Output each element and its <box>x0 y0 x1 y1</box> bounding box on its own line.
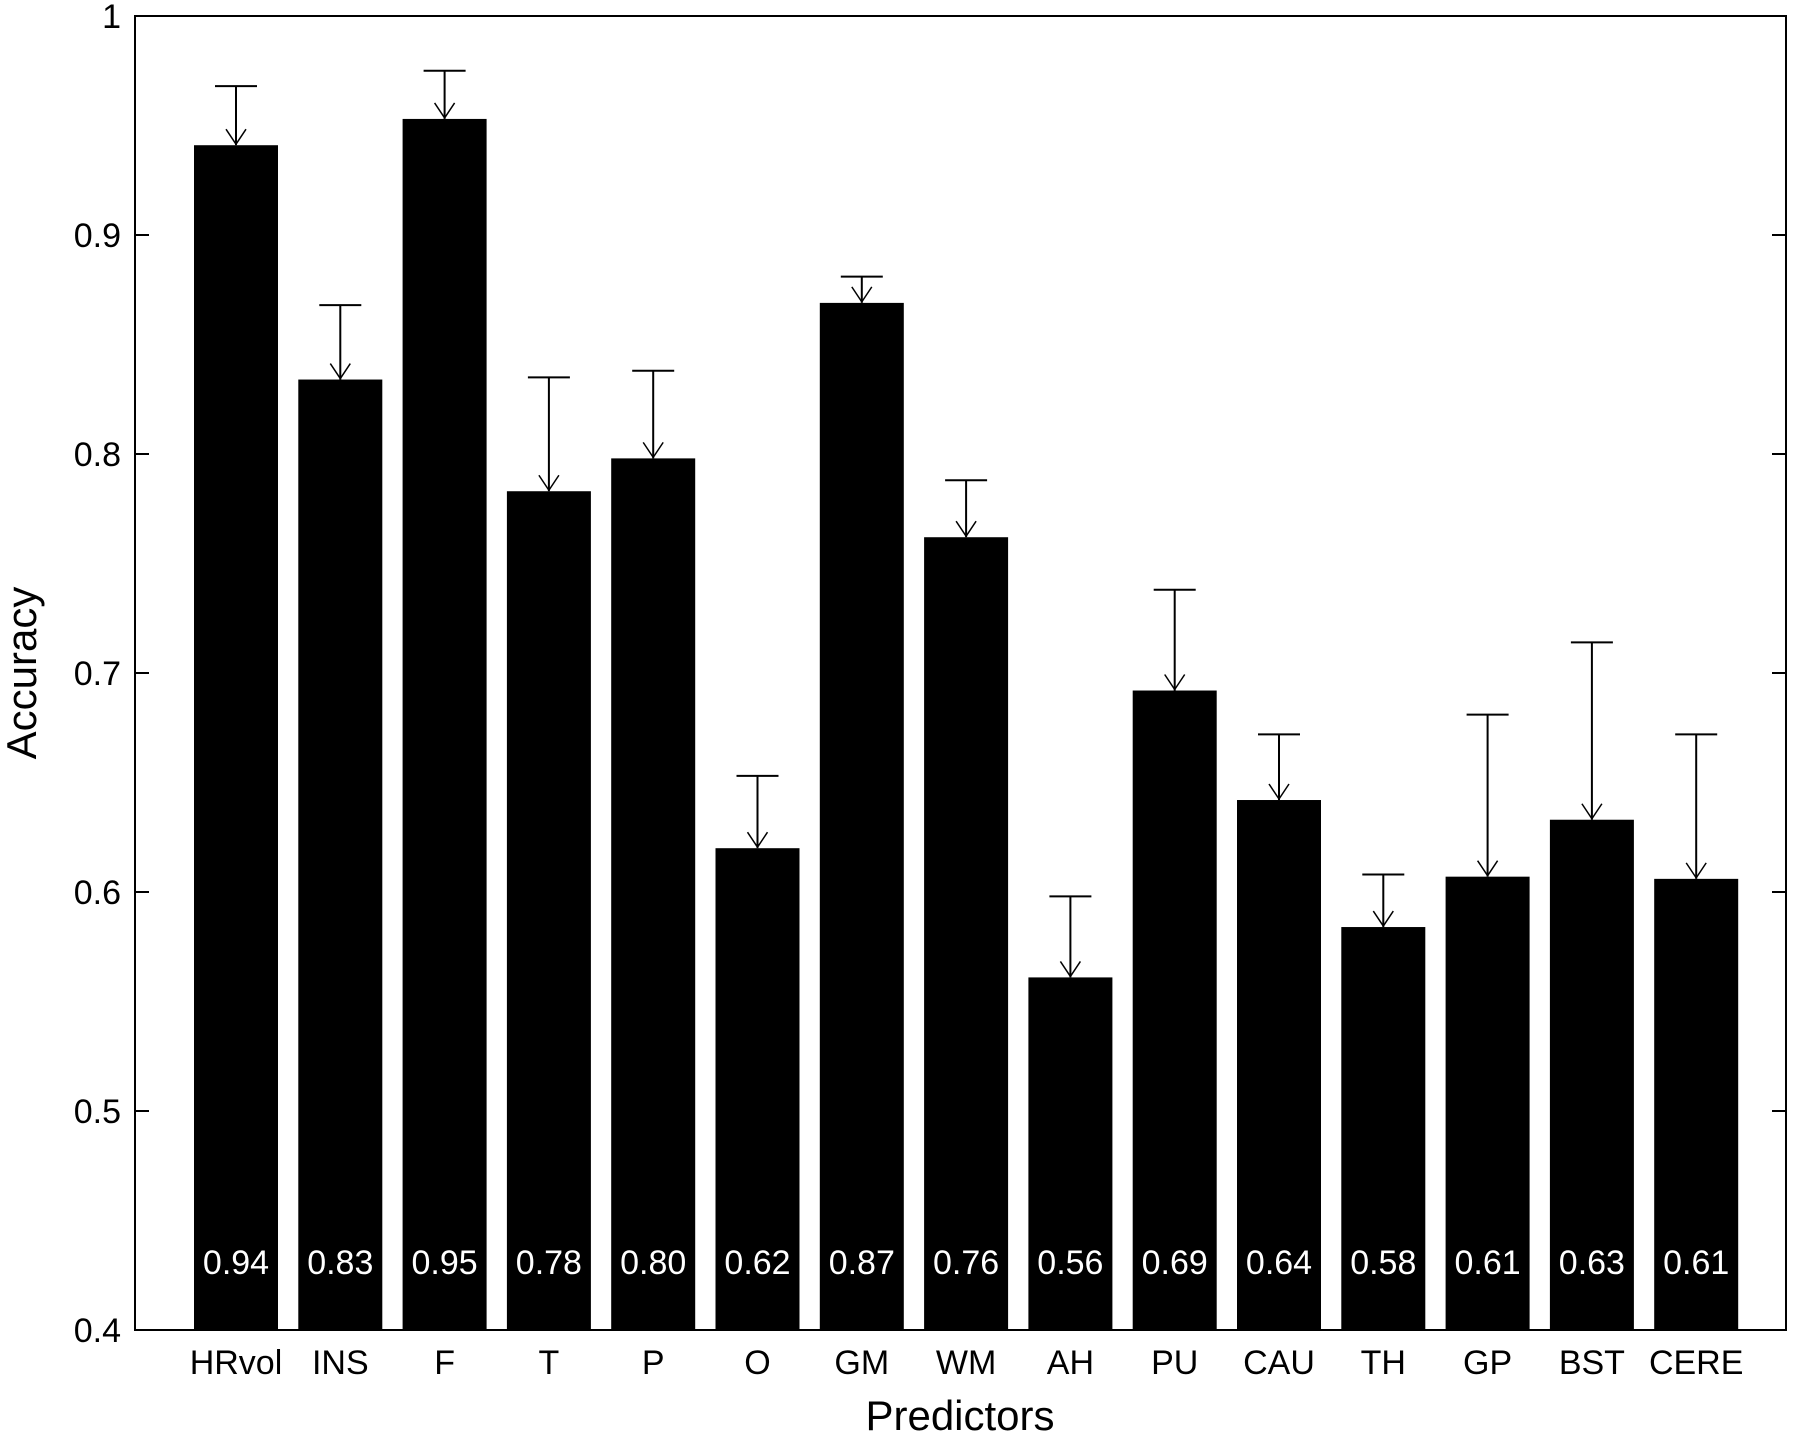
bar <box>1445 876 1530 1330</box>
x-category-label: PU <box>1151 1344 1198 1382</box>
x-category-label: WM <box>936 1344 996 1382</box>
error-bar-arrow-left <box>225 128 237 145</box>
error-bar-arrow-right <box>965 520 977 537</box>
error-bar-arrow-right <box>1382 910 1394 927</box>
bar-value-label: 0.87 <box>829 1244 895 1282</box>
y-tick-label: 0.5 <box>74 1093 121 1131</box>
error-bar-arrow-left <box>433 102 446 119</box>
x-category-label: GM <box>834 1344 889 1382</box>
bar <box>1654 878 1739 1330</box>
y-tick-label: 1 <box>102 0 121 36</box>
bar-value-label: 0.63 <box>1559 1244 1625 1282</box>
error-bar-arrow-right <box>1486 860 1499 877</box>
error-bar-arrow-left <box>851 286 863 303</box>
x-category-label: TH <box>1361 1344 1406 1382</box>
error-bar-arrow-left <box>1476 860 1489 877</box>
error-bar-arrow-left <box>1685 862 1697 879</box>
x-category-label: P <box>642 1344 665 1382</box>
error-bar-arrow-left <box>642 441 654 458</box>
bar-value-label: 0.80 <box>620 1244 686 1282</box>
x-category-label: F <box>434 1344 455 1382</box>
bar <box>924 537 1009 1330</box>
bar <box>1341 927 1426 1330</box>
error-bar-arrow-left <box>1268 783 1280 800</box>
x-category-label: AH <box>1047 1344 1094 1382</box>
bar <box>402 118 487 1330</box>
y-tick-label: 0.9 <box>74 217 121 255</box>
error-bar-arrow-right <box>548 474 560 491</box>
error-bar-arrow-right <box>861 286 873 303</box>
bar-value-label: 0.62 <box>724 1244 790 1282</box>
x-category-label: CAU <box>1243 1344 1315 1382</box>
bar-value-label: 0.78 <box>516 1244 582 1282</box>
x-category-label: CERE <box>1649 1344 1743 1382</box>
bar-value-label: 0.83 <box>307 1244 373 1282</box>
error-bar-arrow-left <box>746 831 759 848</box>
error-bar-arrow-right <box>652 441 664 458</box>
bar <box>1028 977 1113 1330</box>
bar <box>1237 800 1321 1330</box>
error-bar-arrow-left <box>1581 803 1593 820</box>
error-bar-arrow-left <box>1372 910 1384 927</box>
bar-value-label: 0.69 <box>1142 1244 1208 1282</box>
y-tick-label: 0.8 <box>74 436 121 474</box>
x-axis-title: Predictors <box>865 1392 1054 1438</box>
y-axis-title: Accuracy <box>0 587 45 760</box>
bar-value-label: 0.76 <box>933 1244 999 1282</box>
error-bar-arrow-left <box>955 520 967 537</box>
value-labels-group: 0.94 0.83 0.95 0.78 0.80 0.62 0.87 0.76 0.56 0.69… <box>203 1244 1729 1282</box>
x-category-label: INS <box>312 1344 369 1382</box>
bar-value-label: 0.61 <box>1663 1244 1729 1282</box>
x-category-label: GP <box>1463 1344 1512 1382</box>
error-bar-arrow-right <box>235 128 247 145</box>
x-category-label: HRvol <box>190 1344 283 1382</box>
bar-value-label: 0.56 <box>1037 1244 1103 1282</box>
error-bar-arrow-right <box>443 102 456 119</box>
error-bar-arrow-right <box>1069 960 1082 977</box>
error-bar-arrow-right <box>756 831 769 848</box>
bar-value-label: 0.64 <box>1246 1244 1312 1282</box>
error-bar-arrow-left <box>538 474 550 491</box>
y-tick-label: 0.6 <box>74 874 121 912</box>
error-bar-arrow-left <box>329 363 341 379</box>
error-bar-arrow-right <box>1174 674 1186 690</box>
bar <box>298 379 383 1330</box>
error-bar-arrow-right <box>339 363 351 379</box>
x-category-label: T <box>539 1344 560 1382</box>
bar <box>1549 819 1634 1330</box>
error-bar-arrow-right <box>1278 783 1290 800</box>
error-bar-arrow-right <box>1591 803 1603 820</box>
y-axis-ticks: 0.4 0.5 0.6 0.7 0.8 0.9 1 <box>74 0 1786 1350</box>
bar-value-label: 0.58 <box>1350 1244 1416 1282</box>
bar-value-label: 0.95 <box>412 1244 478 1282</box>
error-bar-arrow-left <box>1164 674 1176 690</box>
bar <box>506 491 591 1331</box>
x-axis-category-labels: HRvol INS F T P O GM WM AH PU CAU TH GP BST CERE <box>190 1344 1744 1382</box>
y-tick-label: 0.4 <box>74 1312 121 1350</box>
bar <box>194 145 278 1331</box>
bar <box>1132 690 1217 1330</box>
error-bar-arrow-left <box>1059 960 1072 977</box>
error-bar-arrow-right <box>1695 862 1707 879</box>
bar-value-label: 0.61 <box>1455 1244 1521 1282</box>
bar <box>819 302 904 1330</box>
y-tick-label: 0.7 <box>74 655 121 693</box>
bar <box>715 848 800 1330</box>
bars-group <box>194 118 1739 1331</box>
error-bars-group <box>215 69 1718 978</box>
bar-value-label: 0.94 <box>203 1244 269 1282</box>
x-category-label: O <box>744 1344 770 1382</box>
x-category-label: BST <box>1559 1344 1625 1382</box>
bar <box>611 458 696 1330</box>
